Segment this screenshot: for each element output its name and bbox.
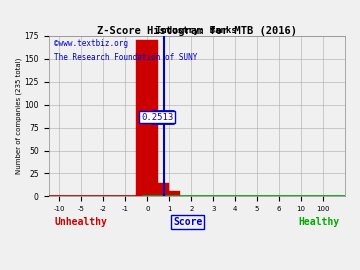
Bar (169, 191, 180, 196)
Text: ©www.textbiz.org: ©www.textbiz.org (54, 39, 129, 48)
Bar (158, 183, 169, 196)
Text: Healthy: Healthy (298, 217, 339, 227)
Text: 0.2513: 0.2513 (141, 113, 174, 122)
Text: The Research Foundation of SUNY: The Research Foundation of SUNY (54, 53, 198, 62)
Text: Industry: Banks: Industry: Banks (157, 26, 237, 35)
Text: Unhealthy: Unhealthy (54, 217, 107, 227)
Bar (136, 40, 158, 196)
Title: Z-Score Histogram for MTB (2016): Z-Score Histogram for MTB (2016) (97, 26, 297, 36)
Text: Score: Score (173, 217, 203, 227)
Y-axis label: Number of companies (235 total): Number of companies (235 total) (15, 58, 22, 174)
